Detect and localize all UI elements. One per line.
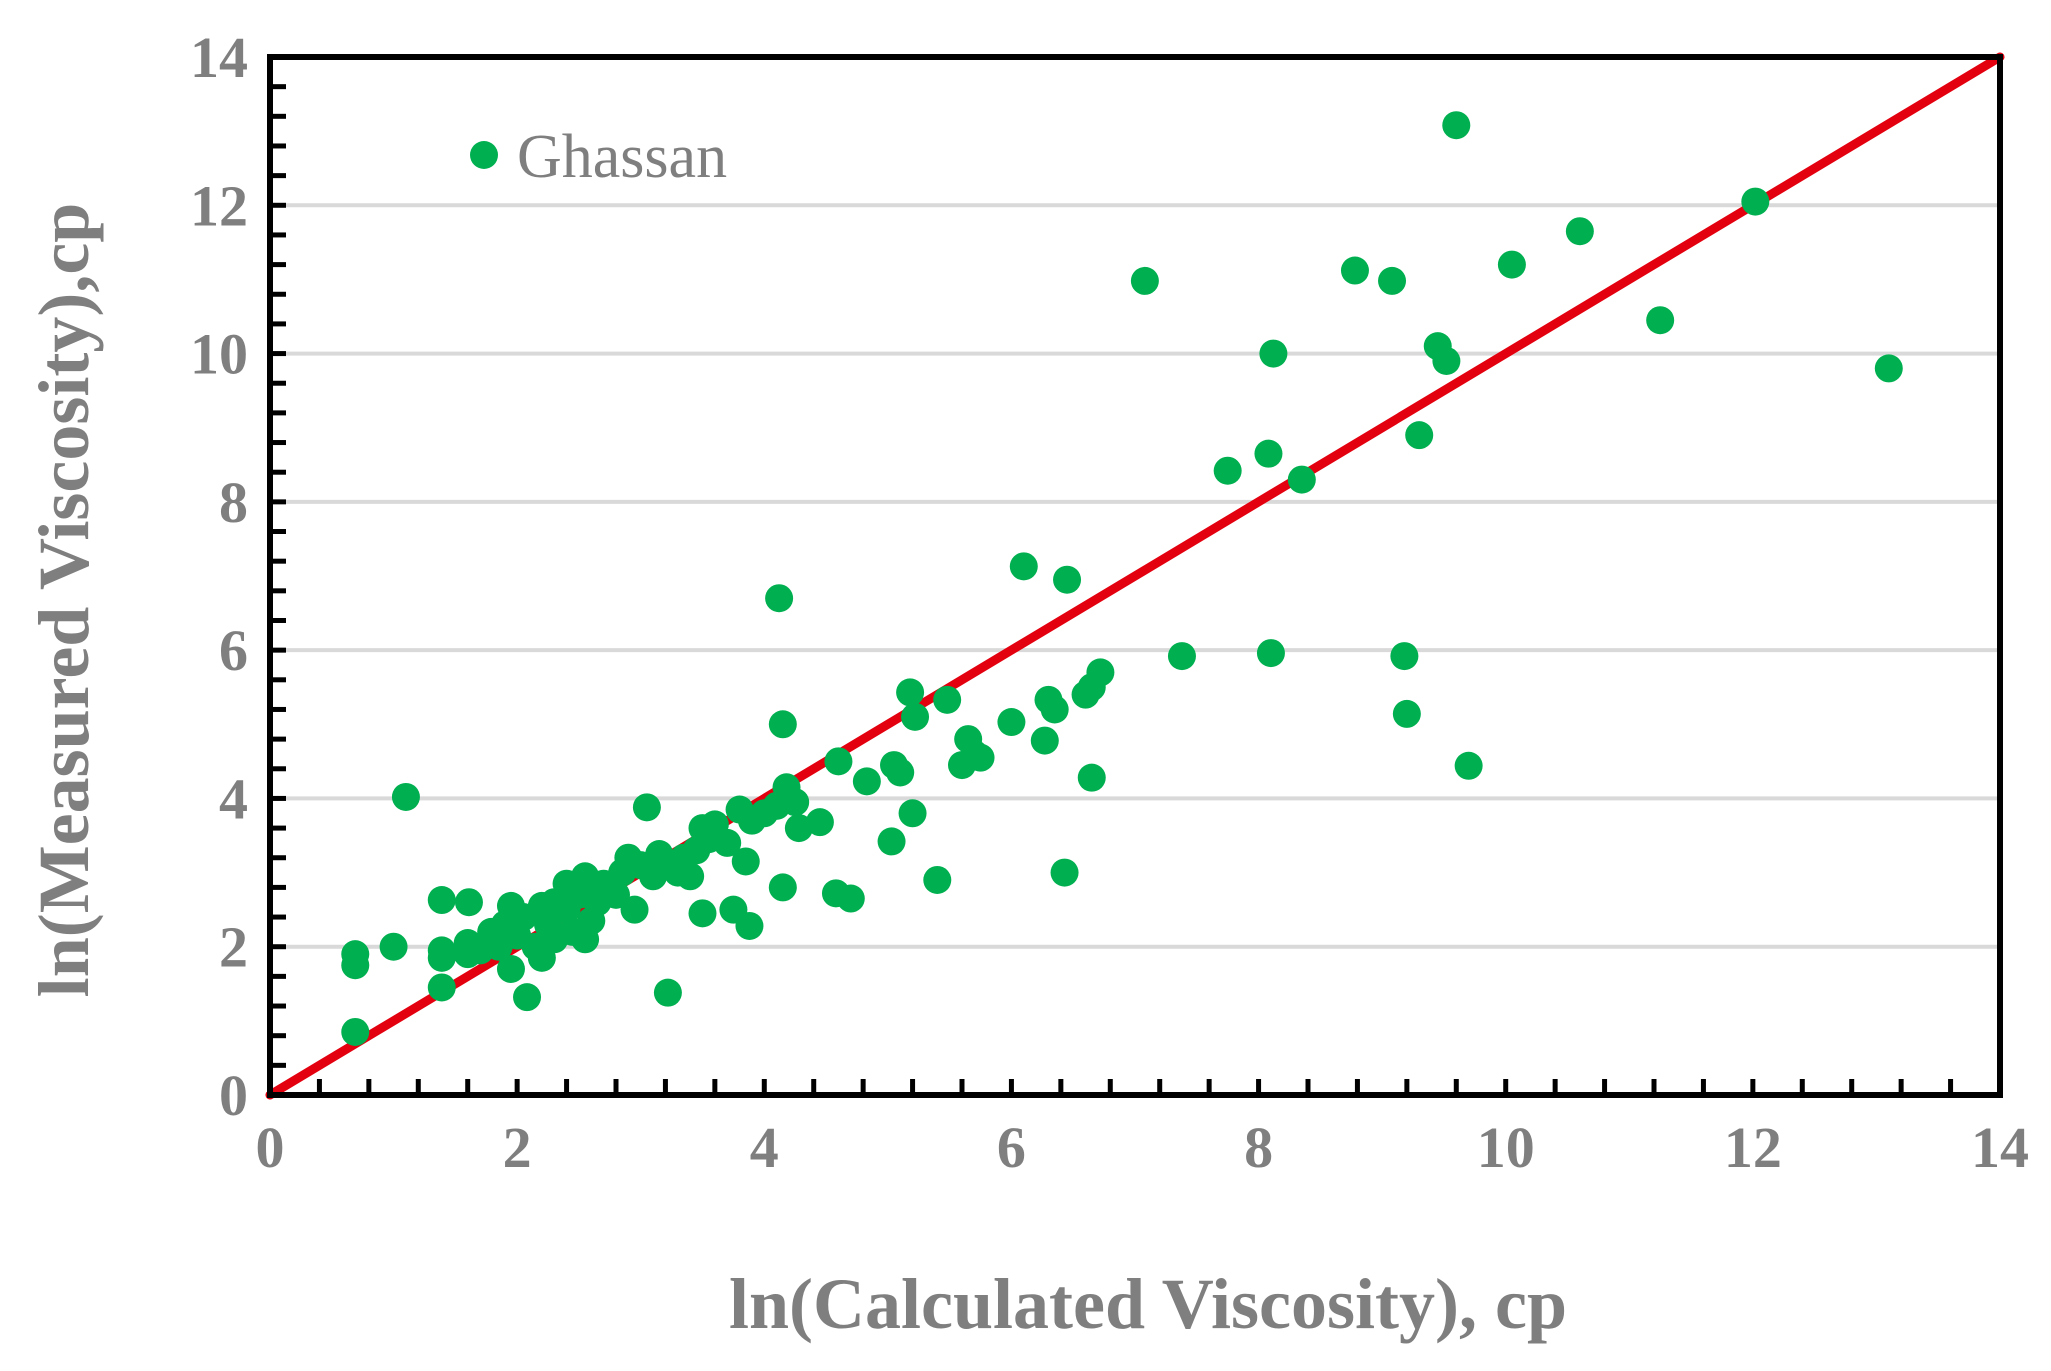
x-tick-label: 10 — [1477, 1115, 1535, 1180]
y-axis-tick-labels: 0 2 4 6 8 10 12 14 — [190, 25, 248, 1128]
data-point — [1030, 726, 1059, 755]
data-point — [1254, 439, 1283, 468]
data-point — [805, 808, 834, 837]
data-point — [1874, 354, 1903, 383]
y-tick-label: 4 — [219, 766, 248, 831]
data-point — [768, 873, 797, 902]
data-point — [1086, 658, 1115, 687]
data-point — [427, 973, 456, 1002]
data-point — [1378, 266, 1407, 295]
data-point — [898, 799, 927, 828]
y-axis-title: ln(Measured Viscosity),cp — [24, 203, 104, 998]
data-point — [836, 884, 865, 913]
data-point — [1405, 421, 1434, 450]
data-point — [1213, 456, 1242, 485]
plot-area-frame — [267, 54, 2003, 1098]
data-point — [379, 932, 408, 961]
data-point — [886, 758, 915, 787]
data-points — [341, 111, 1903, 1046]
x-tick-label: 2 — [503, 1115, 532, 1180]
data-point — [1565, 217, 1594, 246]
y-tick-label: 6 — [219, 618, 248, 683]
y-tick-label: 2 — [219, 915, 248, 980]
x-tick-label: 6 — [997, 1115, 1026, 1180]
y-tick-label: 14 — [190, 25, 248, 90]
data-point — [1287, 465, 1316, 494]
data-point — [427, 886, 456, 915]
data-point — [1053, 565, 1082, 594]
data-point — [1040, 695, 1069, 724]
data-point — [781, 788, 810, 817]
data-point — [1167, 642, 1196, 671]
x-tick-label: 4 — [750, 1115, 779, 1180]
data-point — [1497, 250, 1526, 279]
data-point — [513, 983, 542, 1012]
data-point — [731, 847, 760, 876]
legend: Ghassan — [470, 123, 727, 191]
x-tick-label: 8 — [1244, 1115, 1273, 1180]
y-tick-label: 10 — [190, 322, 248, 387]
data-point — [852, 767, 881, 796]
data-point — [896, 678, 925, 707]
data-point — [735, 911, 764, 940]
data-point — [1442, 111, 1471, 140]
y-tick-label: 8 — [219, 470, 248, 535]
data-point — [427, 936, 456, 965]
y-tick-label: 12 — [190, 173, 248, 238]
data-point — [901, 702, 930, 731]
data-point — [784, 814, 813, 843]
data-point — [824, 747, 853, 776]
data-point — [1077, 763, 1106, 792]
data-point — [688, 899, 717, 928]
data-point — [1392, 699, 1421, 728]
data-point — [933, 685, 962, 714]
data-point — [1340, 256, 1369, 285]
data-point — [1009, 552, 1038, 581]
data-point — [1646, 306, 1675, 335]
x-axis-tick-labels: 0 2 4 6 8 10 12 14 — [256, 1115, 2030, 1180]
data-point — [1454, 751, 1483, 780]
data-point — [676, 862, 705, 891]
data-point — [765, 584, 794, 613]
data-point — [1256, 639, 1285, 668]
data-point — [391, 782, 420, 811]
data-point — [620, 895, 649, 924]
data-point — [923, 865, 952, 894]
data-point — [713, 828, 742, 857]
data-point — [1259, 339, 1288, 368]
data-point — [341, 940, 370, 969]
data-point — [1130, 266, 1159, 295]
x-tick-label: 12 — [1724, 1115, 1782, 1180]
data-point — [966, 743, 995, 772]
data-point — [768, 710, 797, 739]
x-tick-label: 0 — [256, 1115, 285, 1180]
data-point — [1050, 858, 1079, 887]
data-point — [632, 793, 661, 822]
data-point — [1390, 642, 1419, 671]
data-point — [877, 827, 906, 856]
legend-label: Ghassan — [517, 123, 727, 191]
data-point — [653, 978, 682, 1007]
data-point — [1432, 346, 1461, 375]
x-tick-label: 14 — [1971, 1115, 2029, 1180]
data-point — [454, 888, 483, 917]
legend-marker — [470, 141, 498, 169]
data-point — [496, 954, 525, 983]
data-point — [341, 1017, 370, 1046]
y-tick-label: 0 — [219, 1063, 248, 1128]
x-axis-title: ln(Calculated Viscosity), cp — [729, 1264, 1567, 1344]
data-point — [997, 708, 1026, 737]
data-point — [1741, 187, 1770, 216]
